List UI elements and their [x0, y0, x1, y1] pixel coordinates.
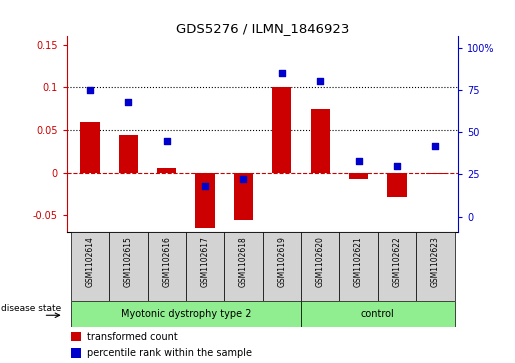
Title: GDS5276 / ILMN_1846923: GDS5276 / ILMN_1846923	[176, 22, 349, 35]
Point	[86, 87, 94, 93]
Bar	[157, 168, 176, 173]
FancyBboxPatch shape	[186, 232, 224, 301]
Bar	[71, 332, 81, 341]
Bar	[387, 173, 406, 196]
Text: percentile rank within the sample: percentile rank within the sample	[87, 348, 251, 358]
FancyBboxPatch shape	[71, 232, 109, 301]
Point	[278, 70, 286, 76]
FancyBboxPatch shape	[301, 232, 339, 301]
Point	[124, 99, 132, 105]
Bar	[272, 87, 291, 173]
Text: disease state: disease state	[2, 305, 62, 313]
Point	[163, 138, 171, 143]
Bar	[119, 135, 138, 173]
Text: Myotonic dystrophy type 2: Myotonic dystrophy type 2	[121, 309, 251, 319]
Text: GSM1102616: GSM1102616	[162, 236, 171, 287]
Bar	[426, 173, 445, 174]
Bar	[234, 173, 253, 220]
FancyBboxPatch shape	[301, 301, 455, 327]
FancyBboxPatch shape	[378, 232, 416, 301]
Text: GSM1102623: GSM1102623	[431, 236, 440, 287]
FancyBboxPatch shape	[416, 232, 455, 301]
Bar	[311, 109, 330, 173]
FancyBboxPatch shape	[339, 232, 378, 301]
Text: transformed count: transformed count	[87, 331, 177, 342]
Bar	[196, 173, 215, 228]
Point	[316, 78, 324, 84]
FancyBboxPatch shape	[147, 232, 186, 301]
Bar	[80, 122, 99, 173]
Text: GSM1102615: GSM1102615	[124, 236, 133, 287]
Text: GSM1102621: GSM1102621	[354, 236, 363, 286]
Text: GSM1102622: GSM1102622	[392, 236, 402, 286]
Point	[201, 183, 209, 189]
FancyBboxPatch shape	[109, 232, 147, 301]
Bar	[349, 173, 368, 179]
Point	[239, 176, 248, 182]
FancyBboxPatch shape	[263, 232, 301, 301]
Text: GSM1102618: GSM1102618	[239, 236, 248, 286]
Point	[431, 143, 439, 148]
Text: GSM1102619: GSM1102619	[278, 236, 286, 287]
Bar	[71, 348, 81, 358]
Text: GSM1102617: GSM1102617	[200, 236, 210, 287]
Text: GSM1102620: GSM1102620	[316, 236, 325, 287]
FancyBboxPatch shape	[71, 301, 301, 327]
FancyBboxPatch shape	[224, 232, 263, 301]
Text: control: control	[361, 309, 394, 319]
Point	[354, 158, 363, 164]
Text: GSM1102614: GSM1102614	[85, 236, 94, 287]
Point	[393, 163, 401, 169]
